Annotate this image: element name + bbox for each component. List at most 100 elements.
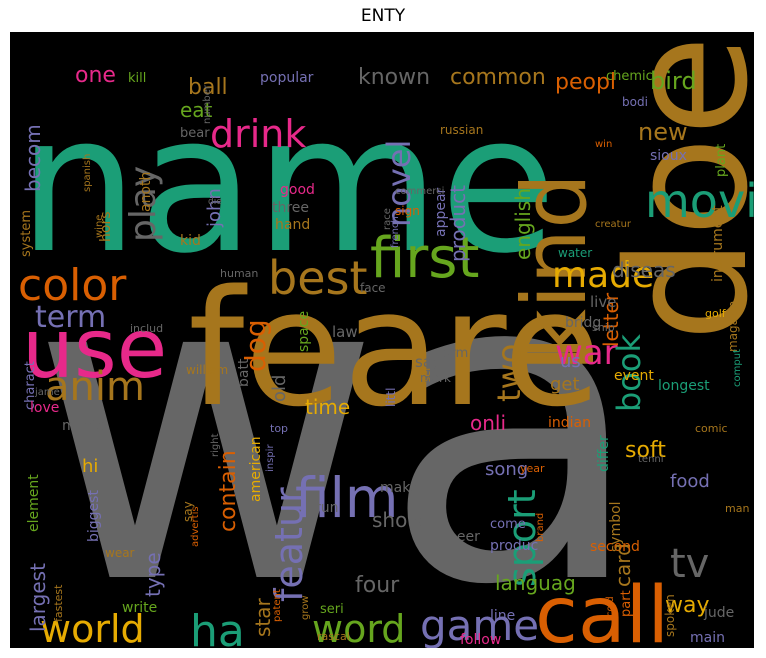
word-inspir: inspir xyxy=(265,444,276,472)
word-show: show xyxy=(372,508,424,532)
word-ship: ship xyxy=(592,321,615,334)
word-water: water xyxy=(558,246,592,260)
word-soft: soft xyxy=(625,438,666,463)
word-follow: follow xyxy=(460,632,501,648)
word-made: made xyxy=(552,255,654,296)
word-two: two xyxy=(490,344,528,402)
word-produc: produc xyxy=(490,538,538,554)
word-part: part xyxy=(619,590,634,617)
word-hors: hors xyxy=(98,212,114,243)
word-patent: patent xyxy=(272,589,283,622)
word-peopl: peopl xyxy=(555,70,616,95)
chart-title: ENTY xyxy=(360,6,406,26)
word-game: game xyxy=(420,601,539,648)
word-say: say xyxy=(181,501,195,522)
word-wear: wear xyxy=(105,546,135,560)
word-sign: sign xyxy=(395,204,420,218)
word-write: write xyxy=(122,600,157,616)
word-feare: feare xyxy=(188,255,602,442)
word-featur: featur xyxy=(267,487,311,602)
word-jude: jude xyxy=(703,605,734,621)
word-race: race xyxy=(382,208,393,230)
word-contain: contain xyxy=(216,450,241,532)
word-cold: cold xyxy=(605,596,616,617)
word-anoth: anoth xyxy=(138,172,154,212)
word-win: win xyxy=(595,139,612,150)
word-appear: appear xyxy=(433,187,449,237)
word-mark: mark xyxy=(420,371,451,385)
word-william: william xyxy=(186,363,228,377)
word-love: love xyxy=(30,400,59,416)
word-littl: littl xyxy=(384,388,398,407)
word-letter: letter xyxy=(599,292,623,347)
word-die: die xyxy=(208,197,222,207)
word-kill: kill xyxy=(128,71,146,86)
word-good: good xyxy=(280,182,315,198)
word-instrument: instrument xyxy=(710,205,726,282)
word-sport: sport xyxy=(500,489,544,587)
word-color: color xyxy=(18,260,127,311)
word-time: time xyxy=(305,395,350,419)
word-product: product xyxy=(446,185,470,262)
word-doe: doe xyxy=(592,35,754,342)
word-make: make xyxy=(380,480,418,496)
word-food: food xyxy=(670,471,710,492)
word-law: law xyxy=(332,323,358,341)
word-word: word xyxy=(312,607,405,648)
word-movi: movi xyxy=(645,174,754,228)
word-ha: ha xyxy=(190,606,245,648)
word-tv: tv xyxy=(670,541,709,587)
word-song: song xyxy=(485,459,528,480)
word-face: face xyxy=(360,281,386,295)
word-rascal: rascal xyxy=(317,630,350,643)
word-term: term xyxy=(35,300,106,335)
word-kind: kind xyxy=(503,173,606,360)
word-dog: dog xyxy=(239,319,272,372)
word-man: man xyxy=(725,502,749,515)
word-grow: grow xyxy=(300,595,311,620)
word-second: second xyxy=(590,539,640,555)
word-creatur: creatur xyxy=(595,219,632,230)
word-form: form xyxy=(438,346,468,361)
word-best: best xyxy=(268,251,368,305)
word-english: english xyxy=(511,188,535,260)
word-golf: golf xyxy=(705,307,727,320)
word-call: call xyxy=(535,571,669,648)
word-name: name xyxy=(18,74,557,295)
word-film: film xyxy=(295,466,399,530)
word-anim: anim xyxy=(45,364,145,410)
word-comic: comic xyxy=(695,422,728,435)
word-world: world xyxy=(40,607,145,648)
word-music: music xyxy=(62,418,103,434)
word-book: book xyxy=(610,334,648,412)
word-right: right xyxy=(210,433,221,457)
word-kid: kid xyxy=(180,233,201,249)
word-indian: indian xyxy=(548,415,591,431)
word-say: say xyxy=(415,353,441,371)
word-onli: onli xyxy=(470,411,506,435)
word-advertis: advertis xyxy=(190,506,201,547)
word-jame: jame xyxy=(34,387,60,398)
word-biggest: biggest xyxy=(86,490,102,542)
word-cloud: wa name doe feare call use kind film first color b… xyxy=(10,32,754,648)
word-eat: eat xyxy=(180,98,213,122)
word-russian: russian xyxy=(440,123,483,137)
word-differ: differ xyxy=(596,435,612,472)
word-sel: sel xyxy=(422,368,433,382)
word-year: year xyxy=(520,462,545,475)
word-live: live xyxy=(590,293,616,311)
word-come: come xyxy=(490,517,526,532)
word-first: first xyxy=(370,226,479,291)
word-bridg: bridg xyxy=(565,315,601,331)
word-john: john xyxy=(204,188,225,228)
word-plant: plant xyxy=(714,144,729,177)
word-batt: batt xyxy=(236,358,252,387)
word-war: war xyxy=(555,333,618,373)
word-spoken: spoken xyxy=(663,594,677,637)
word-three: three xyxy=(272,200,309,216)
word-run: run xyxy=(315,500,339,516)
word-line: line xyxy=(490,608,515,624)
word-commerci: commerci xyxy=(395,186,444,197)
word-system: system xyxy=(19,210,34,257)
